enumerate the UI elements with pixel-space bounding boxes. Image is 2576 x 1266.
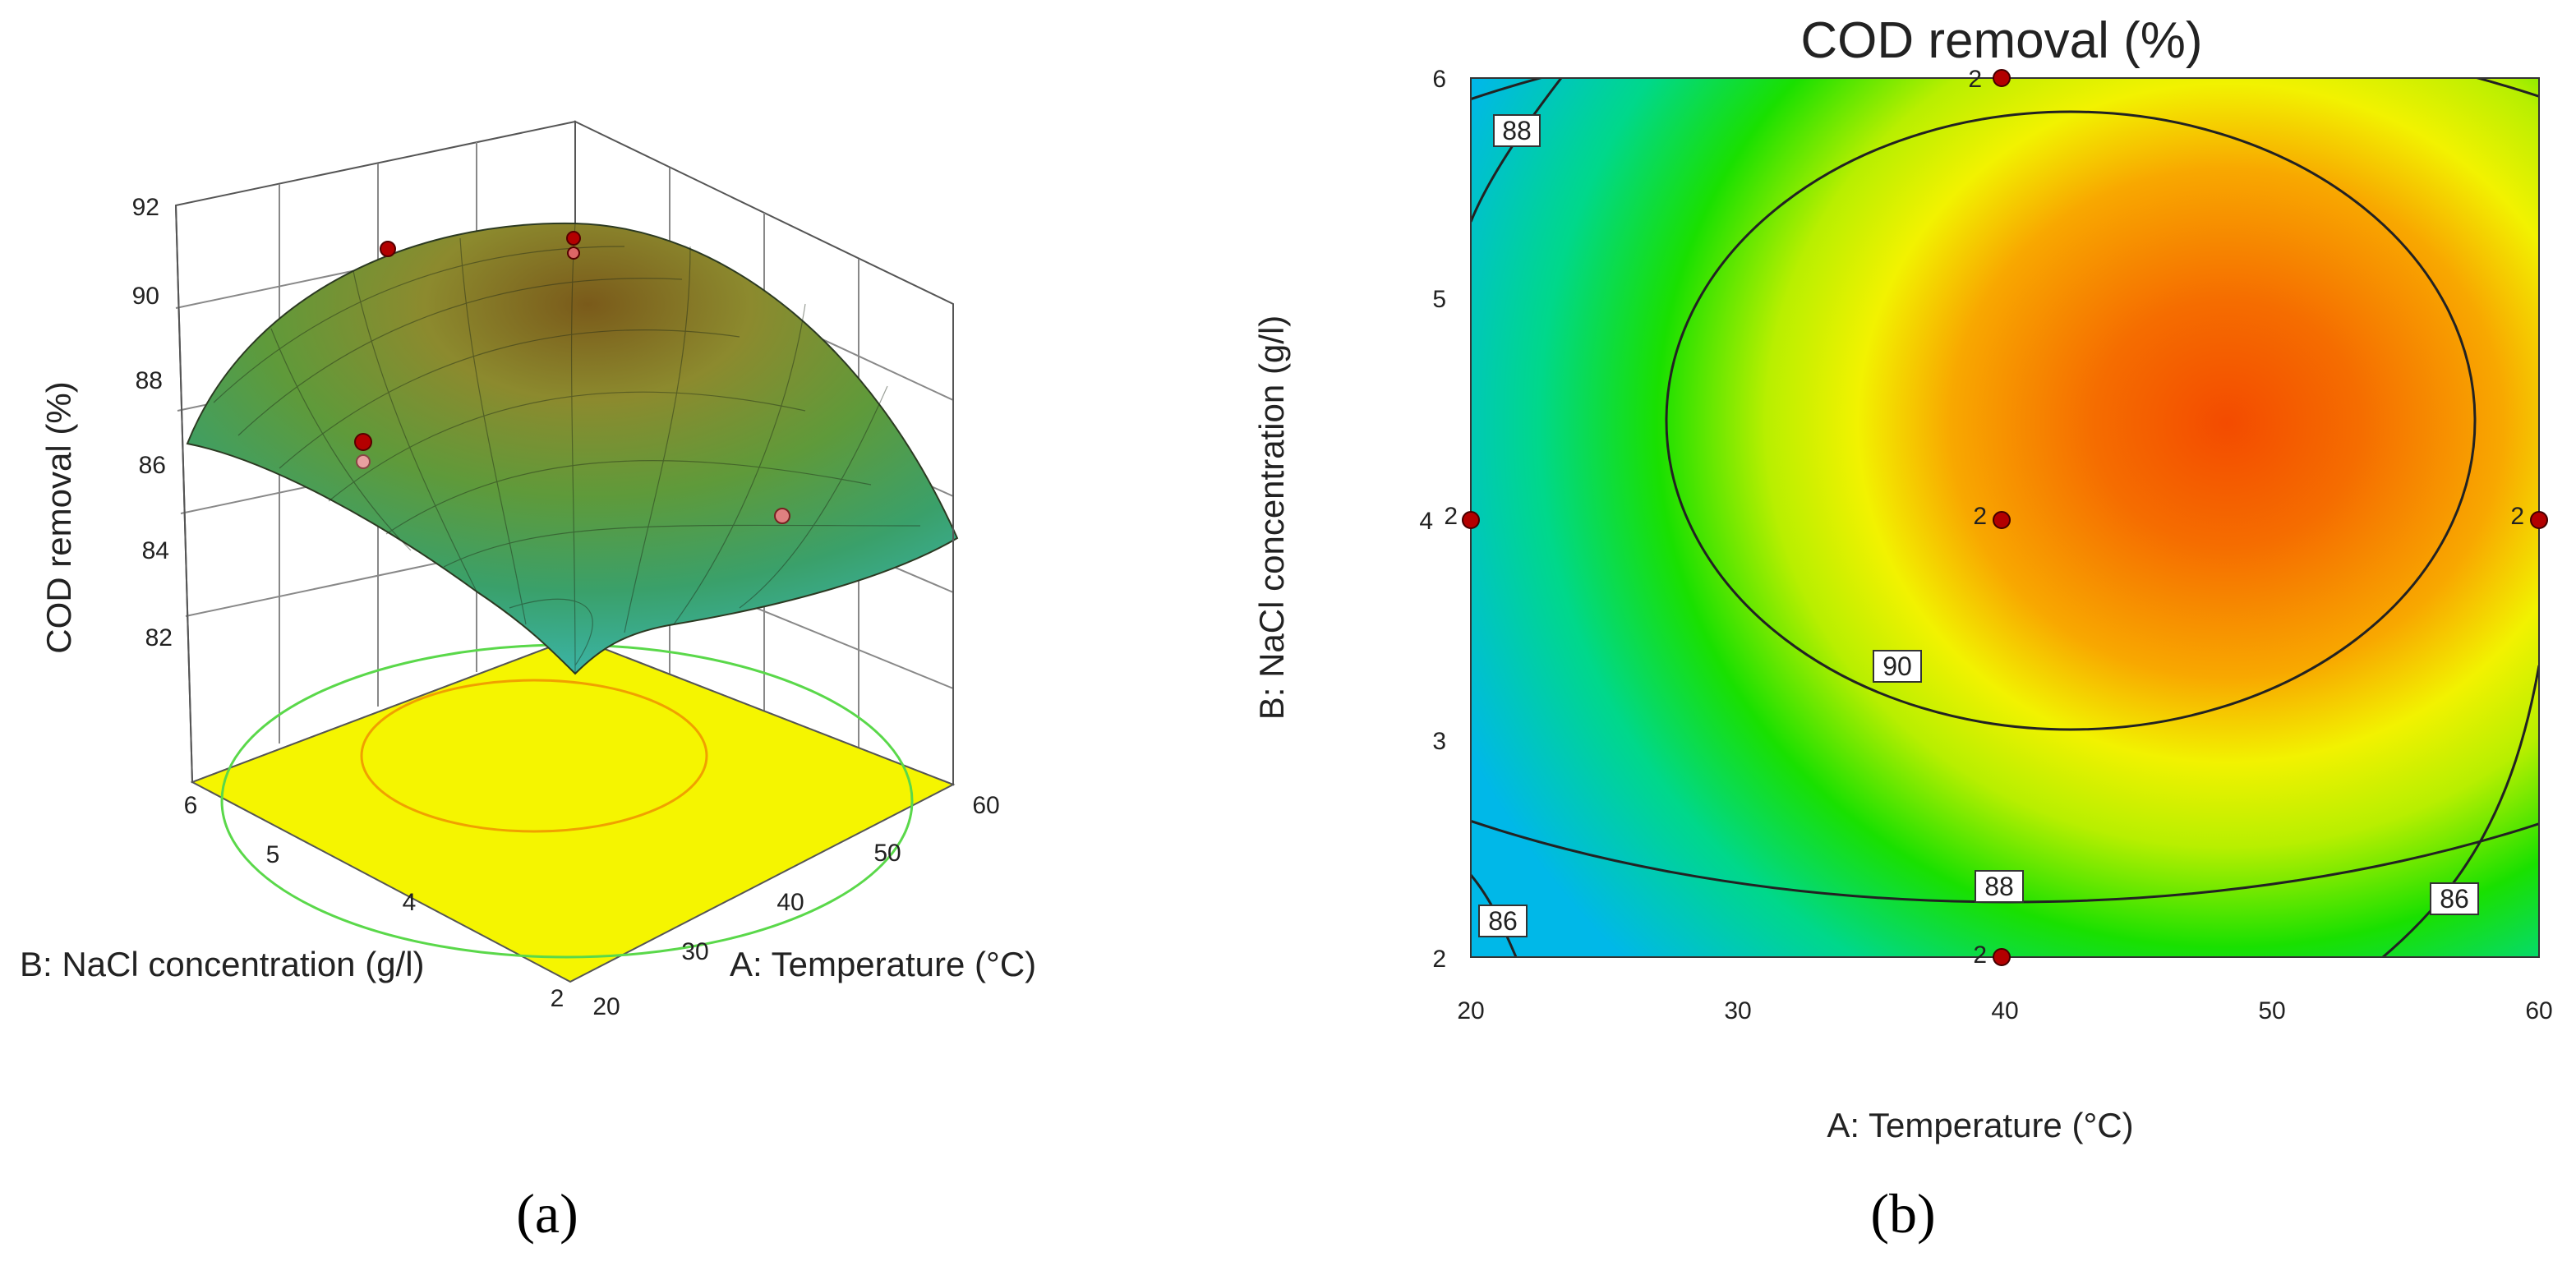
- x-tick: 40: [1991, 997, 2018, 1024]
- z-tick: 88: [136, 367, 163, 394]
- y-tick: 4: [403, 889, 417, 916]
- contour-line-88-top: [1471, 78, 1563, 223]
- y-axis-ticks-3d: 6 5 4 2: [184, 792, 565, 1012]
- design-point: [1993, 511, 2011, 529]
- x-axis-label-3d: A: Temperature (°C): [730, 945, 1036, 983]
- contour-label: 90: [1873, 650, 1922, 683]
- svg-text:88: 88: [1984, 872, 2014, 901]
- contour-line-86-right: [2382, 665, 2539, 957]
- panel-label-a: (a): [516, 1182, 578, 1245]
- y-axis-label-3d: B: NaCl concentration (g/l): [20, 945, 425, 983]
- design-point: [566, 231, 581, 246]
- design-point-count: 2: [1444, 503, 1458, 530]
- z-axis-ticks: 92 90 88 86 84 82: [132, 194, 173, 651]
- y-tick: 6: [184, 792, 198, 819]
- design-point-count: 2: [2510, 503, 2524, 530]
- design-point: [356, 454, 371, 469]
- x-tick: 50: [873, 840, 901, 867]
- x-tick: 30: [1724, 997, 1751, 1024]
- design-point-count: 2: [1973, 503, 1987, 530]
- svg-text:88: 88: [1502, 116, 1532, 145]
- panel-b-contour-plot: COD removal (%) 88 90: [1252, 12, 2553, 1245]
- y-tick: 2: [1432, 946, 1446, 973]
- design-point: [354, 433, 372, 451]
- plot-title: COD removal (%): [1800, 12, 2202, 69]
- z-axis-label: COD removal (%): [39, 381, 78, 653]
- response-surface: [186, 222, 959, 675]
- x-axis-ticks: 20 30 40 50 60: [1457, 997, 2552, 1024]
- z-tick: 92: [132, 194, 159, 221]
- y-tick: 4: [1419, 508, 1433, 535]
- design-point: [380, 241, 396, 257]
- y-axis-label: B: NaCl concentration (g/l): [1252, 315, 1291, 720]
- x-tick: 20: [592, 993, 620, 1020]
- front-edges: [175, 205, 954, 785]
- contour-line-90: [1665, 110, 2477, 731]
- design-point: [567, 246, 580, 260]
- floor: [190, 636, 956, 983]
- x-tick: 20: [1457, 997, 1484, 1024]
- z-tick: 84: [142, 537, 169, 564]
- contour-labels: 88 90 88 86 86: [1478, 114, 2479, 937]
- x-tick: 40: [776, 889, 804, 916]
- y-axis-ticks: 6 5 4 3 2: [1419, 66, 1446, 973]
- panel-a-surface-plot: 92 90 88 86 84 82 COD removal (%) 6 5 4 …: [20, 120, 1036, 1245]
- y-tick: 6: [1432, 66, 1446, 93]
- design-point: [1993, 948, 2011, 966]
- contour-label: 86: [2430, 882, 2479, 915]
- design-points-3d: [354, 231, 790, 524]
- z-tick: 86: [139, 452, 166, 479]
- design-point: [2530, 511, 2548, 529]
- svg-text:90: 90: [1882, 651, 1912, 681]
- design-point-count: 2: [1968, 66, 1982, 93]
- x-tick: 30: [681, 938, 708, 965]
- design-point: [1993, 69, 2011, 87]
- panel-label-b: (b): [1870, 1182, 1935, 1245]
- x-tick: 60: [972, 792, 999, 819]
- x-tick: 50: [2258, 997, 2285, 1024]
- contour-label: 88: [1975, 870, 2024, 903]
- x-axis-ticks-3d: 20 30 40 50 60: [592, 792, 999, 1020]
- contour-label: 86: [1478, 905, 1528, 937]
- design-point: [1462, 511, 1480, 529]
- z-tick: 82: [145, 624, 173, 651]
- x-tick: 60: [2525, 997, 2552, 1024]
- design-point-count: 2: [1973, 941, 1987, 969]
- svg-text:86: 86: [1488, 906, 1518, 936]
- x-axis-label: A: Temperature (°C): [1827, 1106, 2133, 1144]
- design-points: 2 2 2 2 2: [1444, 66, 2548, 969]
- y-tick: 2: [551, 985, 565, 1012]
- y-tick: 3: [1432, 728, 1446, 755]
- z-tick: 90: [132, 283, 159, 310]
- y-tick: 5: [1432, 286, 1446, 313]
- y-tick: 5: [266, 841, 280, 868]
- svg-text:86: 86: [2440, 884, 2469, 914]
- contour-label: 88: [1493, 114, 1541, 147]
- design-point: [774, 508, 790, 524]
